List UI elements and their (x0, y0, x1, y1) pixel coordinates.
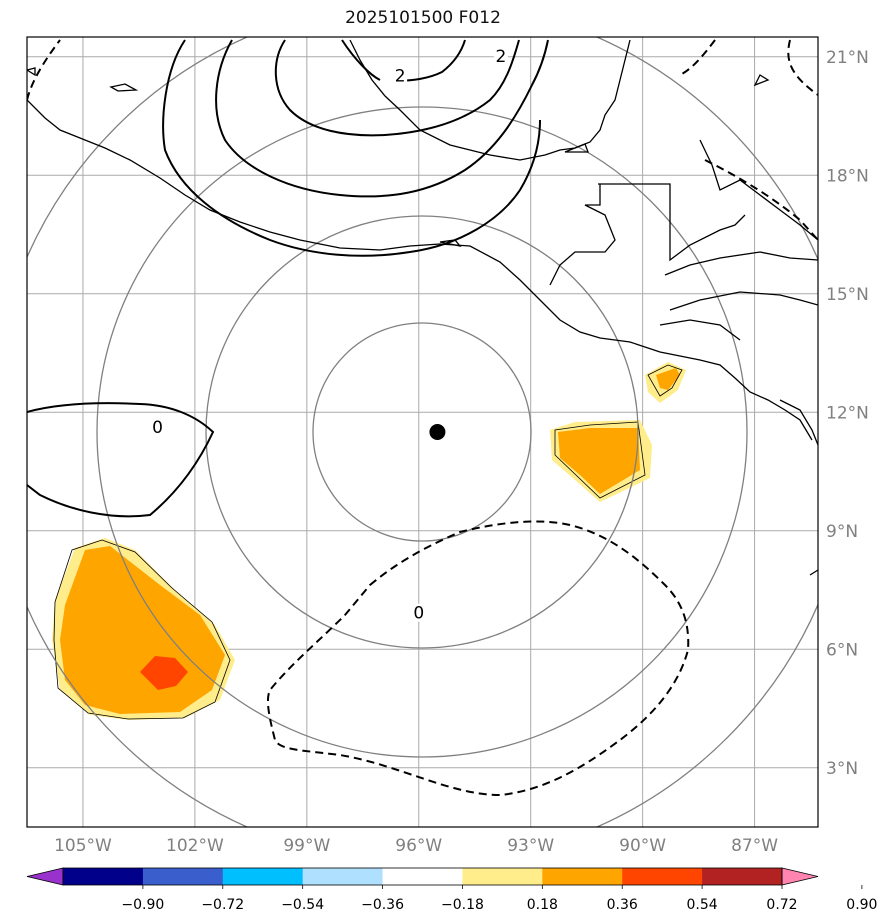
storm-center-marker (429, 424, 446, 440)
lon-tick-label: 96°W (395, 836, 442, 856)
colorbar (26, 867, 819, 886)
shaded-field-east (645, 362, 686, 403)
colorbar-extend-low (26, 867, 64, 886)
colorbar-tick-label: 0.72 (766, 897, 797, 913)
colorbar-tick-label: −0.36 (361, 897, 404, 913)
colorbar-segment (542, 868, 623, 885)
contour-label-bg (393, 66, 408, 85)
contour-label-bg (411, 603, 426, 622)
lat-tick-label: 9°N (826, 522, 858, 542)
colorbar-segment (622, 868, 703, 885)
contour-labels: 2 2 0 0 (150, 46, 508, 624)
colorbar-segment (462, 868, 543, 885)
colorbar-tick-label: 0.18 (527, 897, 558, 913)
colorbar-tick-label: 0.90 (846, 897, 877, 913)
colorbar-tick-label: −0.54 (281, 897, 324, 913)
latitude-labels: 21°N 18°N 15°N 12°N 9°N 6°N 3°N (826, 48, 869, 779)
lat-tick-label: 15°N (826, 285, 869, 305)
colorbar-tick-label: 0.54 (687, 897, 718, 913)
colorbar-tick-label: −0.90 (121, 897, 164, 913)
contour-label-bg (493, 46, 508, 65)
longitude-labels: 105°W 102°W 99°W 96°W 93°W 90°W 87°W (54, 836, 778, 856)
lat-tick-label: 21°N (826, 48, 869, 68)
lon-tick-label: 99°W (283, 836, 330, 856)
lon-tick-label: 105°W (54, 836, 112, 856)
contour-label-bg (150, 418, 165, 437)
colorbar-frame (62, 867, 783, 886)
plot-area: 2 2 0 0 (27, 37, 818, 827)
colorbar-tick-label: −0.18 (441, 897, 484, 913)
contour-label: 0 (413, 604, 424, 624)
shaded-field-center (550, 420, 652, 502)
colorbar-tick-label: −0.72 (201, 897, 244, 913)
colorbar-segment (142, 868, 224, 885)
colorbar-segment (382, 868, 463, 885)
map-title: 2025101500 F012 (345, 8, 501, 28)
colorbar-segment (63, 868, 144, 885)
contour-label: 0 (152, 418, 163, 438)
colorbar-tick-labels: −0.90 −0.72 −0.54 −0.36 −0.18 0.18 0.36 0.54 0.7… (121, 885, 877, 913)
contour-label: 2 (395, 67, 406, 87)
colorbar-extend-high (781, 867, 819, 886)
lat-tick-label: 12°N (826, 403, 869, 423)
lon-tick-label: 87°W (731, 836, 778, 856)
coastline (27, 39, 818, 576)
map-frame (26, 36, 819, 828)
lat-tick-label: 3°N (826, 759, 858, 779)
shaded-field-west (52, 538, 235, 720)
colorbar-segment (302, 868, 384, 885)
lat-tick-label: 18°N (826, 166, 869, 186)
colorbar-segment (702, 868, 783, 885)
lon-tick-label: 93°W (507, 836, 554, 856)
lon-tick-label: 90°W (619, 836, 666, 856)
colorbar-tick-label: 0.36 (607, 897, 638, 913)
contour-lines (27, 39, 818, 797)
lat-tick-label: 6°N (826, 640, 858, 660)
range-rings (27, 37, 818, 827)
contour-label: 2 (495, 47, 506, 67)
lon-tick-label: 102°W (166, 836, 224, 856)
colorbar-segment (222, 868, 304, 885)
